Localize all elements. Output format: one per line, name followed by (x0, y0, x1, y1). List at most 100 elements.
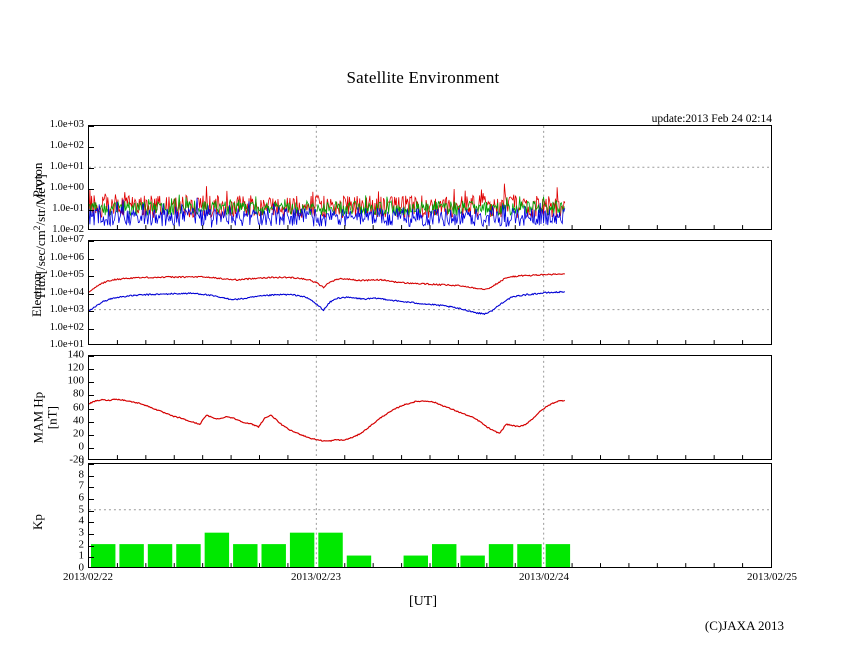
proton-y-axis-ticks: 1.0e+03 1.0e+02 1.0e+01 1.0e+00 1.0e-01 1.0e-… (38, 119, 84, 234)
mam-gridlines (315, 356, 545, 459)
y-tick-mark (89, 276, 94, 277)
x-axis-title: [UT] (409, 594, 437, 609)
mam-y-axis-ticks: 140 120 100 80 60 40 20 0 -20 (38, 349, 85, 465)
y-tick-mark (89, 258, 94, 260)
kp-svg (89, 464, 771, 567)
y-tick-label: 80 (73, 387, 84, 400)
y-tick-mark (89, 499, 94, 500)
copyright-notice: (C)JAXA 2013 (704, 618, 784, 633)
y-tick-mark (89, 408, 94, 410)
kp-bar (460, 555, 485, 567)
mam-hp-trace (89, 398, 566, 442)
mam-plot-area (89, 356, 771, 459)
electron-xticks (116, 340, 744, 344)
y-tick-label: 1.0e+02 (49, 321, 84, 333)
kp-bars (90, 532, 571, 567)
y-tick-label: 5 (78, 503, 85, 516)
mam-traces (89, 398, 566, 442)
kp-bar (545, 544, 571, 567)
y-tick-mark (89, 545, 94, 547)
y-tick-mark (89, 557, 94, 559)
y-tick-label: 120 (67, 361, 85, 374)
panel-electron-flux (88, 240, 772, 345)
y-axis-label-kp: Kp (30, 514, 45, 530)
electron-blue (89, 290, 566, 316)
y-tick-mark (89, 382, 94, 384)
kp-bar (289, 532, 315, 567)
kp-bar (488, 544, 514, 567)
y-axis-label-mam-hp: MAM Hp [nT] (30, 375, 59, 461)
proton-high-energy (89, 197, 566, 228)
update-timestamp: update:2013 Feb 24 02:14 (651, 113, 772, 125)
y-tick-label: 2 (78, 538, 85, 551)
y-tick-mark (89, 293, 94, 295)
y-tick-label: 40 (73, 414, 84, 427)
y-tick-label: 1.0e+07 (49, 233, 84, 245)
y-tick-mark (89, 510, 94, 512)
y-tick-label: 1.0e+01 (49, 338, 84, 350)
y-tick-label: 6 (78, 491, 85, 504)
panel-kp-index (88, 463, 772, 568)
y-axis-label-proton: Proton (30, 162, 45, 198)
y-tick-mark (89, 241, 94, 242)
kp-bar (318, 532, 343, 567)
proton-mid-energy (89, 194, 565, 217)
y-tick-label: 7 (78, 479, 85, 492)
kp-plot-area (89, 464, 771, 567)
y-tick-label: 1.0e+03 (49, 118, 84, 130)
y-tick-mark (89, 189, 94, 190)
kp-bar (517, 544, 542, 567)
kp-xticks (116, 563, 744, 567)
kp-bar (431, 544, 457, 567)
x-tick-label: 2013/02/23 (290, 571, 342, 583)
y-tick-mark (89, 464, 94, 465)
electron-gridlines (89, 241, 771, 344)
y-tick-label: 1.0e+03 (49, 303, 84, 315)
y-tick-mark (89, 522, 94, 524)
proton-plot-area (89, 126, 771, 229)
y-tick-label: 1.0e+02 (49, 139, 84, 151)
kp-gridlines (89, 464, 771, 567)
kp-bar (90, 544, 116, 567)
x-tick-label: 2013/02/22 (62, 571, 114, 583)
y-tick-label: 1.0e+06 (49, 251, 84, 263)
y-tick-label: 0 (78, 440, 85, 453)
y-tick-label: 8 (78, 468, 85, 481)
y-tick-label: 3 (78, 526, 85, 539)
mam-label-line2: [nT] (44, 406, 59, 430)
y-tick-label: 1.0e+04 (49, 286, 84, 298)
panel-mam-hp (88, 355, 772, 460)
proton-traces (89, 183, 566, 228)
x-tick-label: 2013/02/24 (518, 571, 570, 583)
kp-bar (119, 544, 144, 567)
kp-bar (204, 532, 230, 567)
electron-svg (89, 241, 771, 344)
proton-gridlines (89, 126, 771, 229)
y-tick-mark (89, 421, 94, 423)
y-tick-mark (89, 395, 94, 397)
flux-label-exponent: 2 (32, 225, 43, 231)
y-tick-mark (89, 356, 94, 357)
y-tick-mark (89, 328, 94, 330)
y-tick-label: -20 (69, 453, 84, 466)
y-tick-label: 140 (67, 348, 85, 361)
y-tick-mark (89, 475, 94, 477)
proton-xticks (116, 225, 744, 229)
y-tick-label: 0 (78, 561, 85, 574)
y-tick-mark (89, 447, 94, 449)
electron-plot-area (89, 241, 771, 344)
y-tick-mark (89, 147, 94, 148)
kp-bar (147, 544, 173, 567)
electron-traces (89, 273, 566, 316)
kp-bar (403, 555, 429, 567)
y-tick-label: 60 (73, 401, 84, 413)
y-tick-label: 100 (67, 374, 85, 387)
y-tick-label: 1 (78, 549, 85, 562)
y-tick-mark (89, 434, 94, 436)
y-tick-label: 1.0e+00 (49, 181, 84, 193)
mam-svg (89, 356, 744, 459)
y-tick-mark (89, 487, 94, 489)
y-tick-mark (89, 534, 94, 535)
y-tick-label: 20 (73, 427, 84, 440)
